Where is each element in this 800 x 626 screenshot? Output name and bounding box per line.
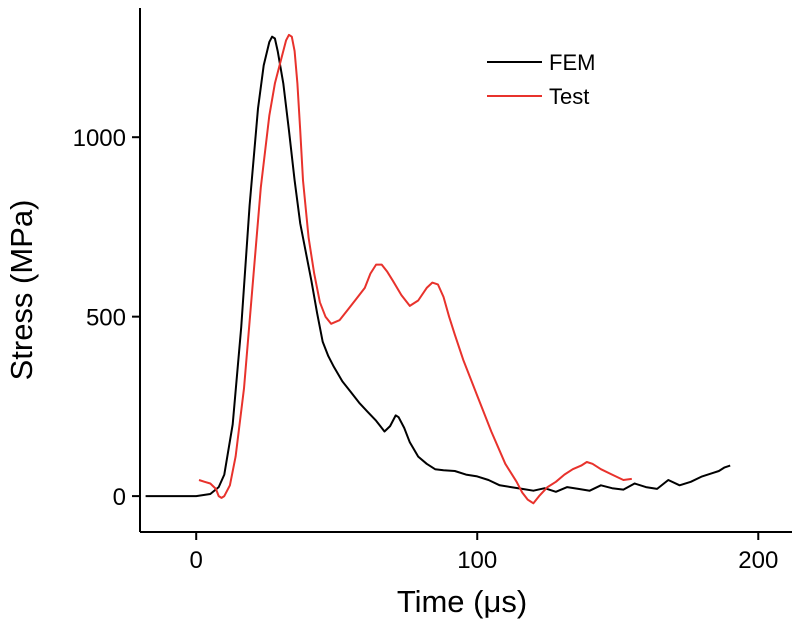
legend-label-fem: FEM	[549, 50, 595, 75]
y-axis-title: Stress (MPa)	[4, 200, 39, 381]
y-tick-label: 500	[86, 305, 126, 332]
x-tick-label: 0	[190, 547, 203, 574]
series-lines	[145, 33, 731, 505]
series-line-fem	[145, 35, 731, 498]
legend: FEM Test	[487, 50, 595, 109]
series-line-test	[198, 33, 632, 505]
y-tick-label: 1000	[73, 125, 126, 152]
x-tick-label: 100	[457, 547, 497, 574]
ticks: 0 100 200 0 500 1000	[73, 125, 779, 574]
x-axis-title: Time (μs)	[397, 584, 527, 619]
axes	[139, 8, 792, 533]
legend-label-test: Test	[549, 84, 589, 109]
y-tick-label: 0	[113, 484, 126, 511]
x-tick-label: 200	[738, 547, 778, 574]
